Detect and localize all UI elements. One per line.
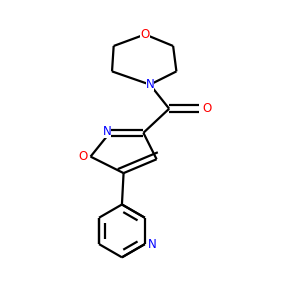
Text: O: O <box>202 102 212 115</box>
Text: N: N <box>146 78 154 91</box>
Text: N: N <box>148 238 156 250</box>
Text: O: O <box>79 150 88 163</box>
Text: O: O <box>140 28 150 41</box>
Text: N: N <box>103 125 111 138</box>
